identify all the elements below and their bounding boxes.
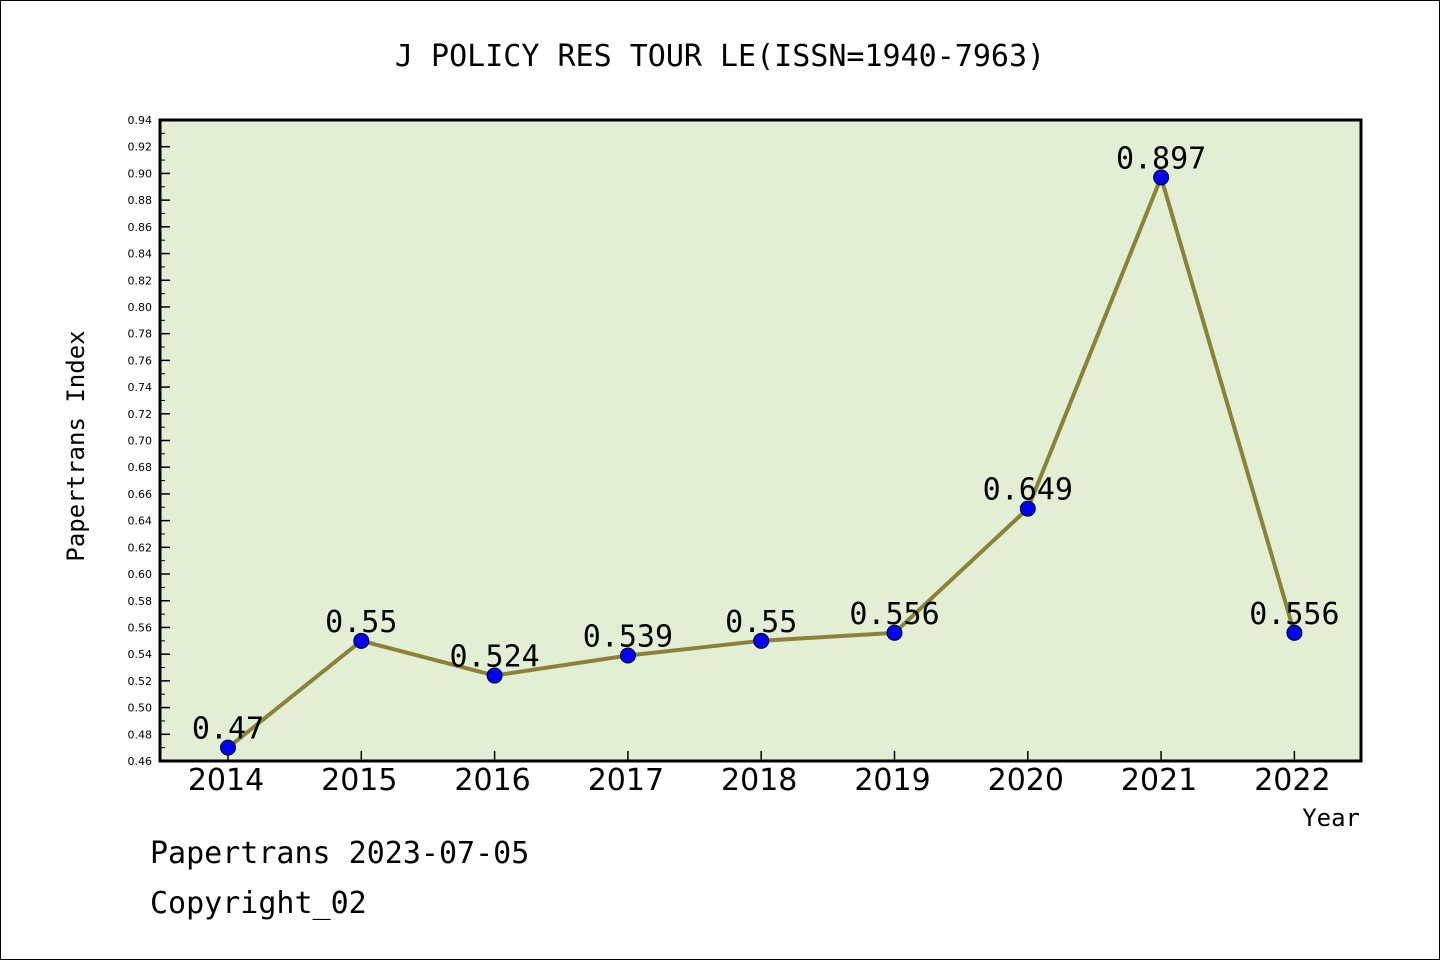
y-tick-label: 0.60 (128, 568, 153, 581)
x-tick-label: 2020 (988, 763, 1064, 798)
x-axis: 2014 2015 2016 2017 2018 2019 2020 2021 2022 (188, 751, 1331, 798)
y-tick-label: 0.46 (128, 755, 153, 768)
data-point (619, 647, 636, 664)
footer-date-label: Papertrans 2023-07-05 (150, 836, 530, 871)
x-tick-label: 2015 (321, 763, 397, 798)
footer-copyright-label: Copyright_02 (150, 886, 367, 921)
y-tick-label: 0.84 (128, 248, 153, 261)
data-point (486, 667, 503, 684)
data-point (1019, 500, 1036, 517)
x-tick-label: 2018 (721, 763, 797, 798)
data-point (1286, 624, 1303, 641)
y-tick-label: 0.52 (128, 675, 153, 688)
y-tick-label: 0.74 (128, 381, 153, 394)
data-label: 0.897 (1116, 141, 1206, 176)
y-tick-label: 0.70 (128, 435, 153, 448)
y-tick-label: 0.82 (128, 274, 153, 287)
data-label: 0.47 (192, 712, 264, 747)
data-label: 0.556 (849, 597, 939, 632)
y-tick-label: 0.90 (128, 167, 153, 180)
y-tick-label: 0.72 (128, 408, 153, 421)
x-tick-label: 2019 (854, 763, 930, 798)
y-tick-label: 0.86 (128, 221, 153, 234)
plot-area (158, 118, 1363, 763)
data-point (220, 739, 236, 756)
y-tick-label: 0.58 (128, 595, 153, 608)
y-tick-label: 0.78 (128, 328, 153, 341)
data-label: 0.524 (449, 640, 539, 675)
y-tick-label: 0.80 (128, 301, 153, 314)
data-label: 0.539 (583, 620, 673, 655)
y-tick-label: 0.66 (128, 488, 153, 501)
data-label: 0.649 (983, 473, 1073, 508)
data-point (886, 624, 903, 641)
x-tick-label: 2014 (188, 763, 264, 798)
data-label: 0.55 (325, 605, 397, 640)
data-point (353, 632, 370, 649)
x-tick-label: 2016 (454, 763, 530, 798)
series-line-group: 0.47 0.55 0.524 0.539 0.55 0.556 0.649 0.897 0.5… (192, 141, 1340, 756)
data-point (1153, 169, 1170, 186)
y-axis: 0.46 0.48 0.50 0.52 0.54 0.56 0.58 0.60 0.62 0.64… (128, 114, 170, 768)
x-axis-label: Year (1302, 804, 1360, 832)
y-tick-label: 0.56 (128, 621, 153, 634)
y-tick-label: 0.92 (128, 141, 153, 154)
y-tick-label: 0.94 (128, 114, 153, 127)
y-tick-label: 0.50 (128, 702, 153, 715)
y-tick-label: 0.88 (128, 194, 153, 207)
x-tick-label: 2021 (1121, 763, 1197, 798)
y-axis-label: Papertrans Index (62, 330, 90, 561)
y-tick-label: 0.76 (128, 354, 153, 367)
y-tick-label: 0.48 (128, 728, 153, 741)
y-tick-label: 0.54 (128, 648, 153, 661)
x-tick-label: 2022 (1254, 763, 1330, 798)
y-tick-label: 0.62 (128, 541, 153, 554)
x-tick-label: 2017 (588, 763, 664, 798)
data-point (753, 632, 770, 649)
y-tick-label: 0.68 (128, 461, 153, 474)
data-label: 0.55 (725, 605, 797, 640)
y-tick-label: 0.64 (128, 515, 153, 528)
data-label: 0.556 (1249, 597, 1339, 632)
chart-title: J POLICY RES TOUR LE(ISSN=1940-7963) (395, 39, 1045, 74)
